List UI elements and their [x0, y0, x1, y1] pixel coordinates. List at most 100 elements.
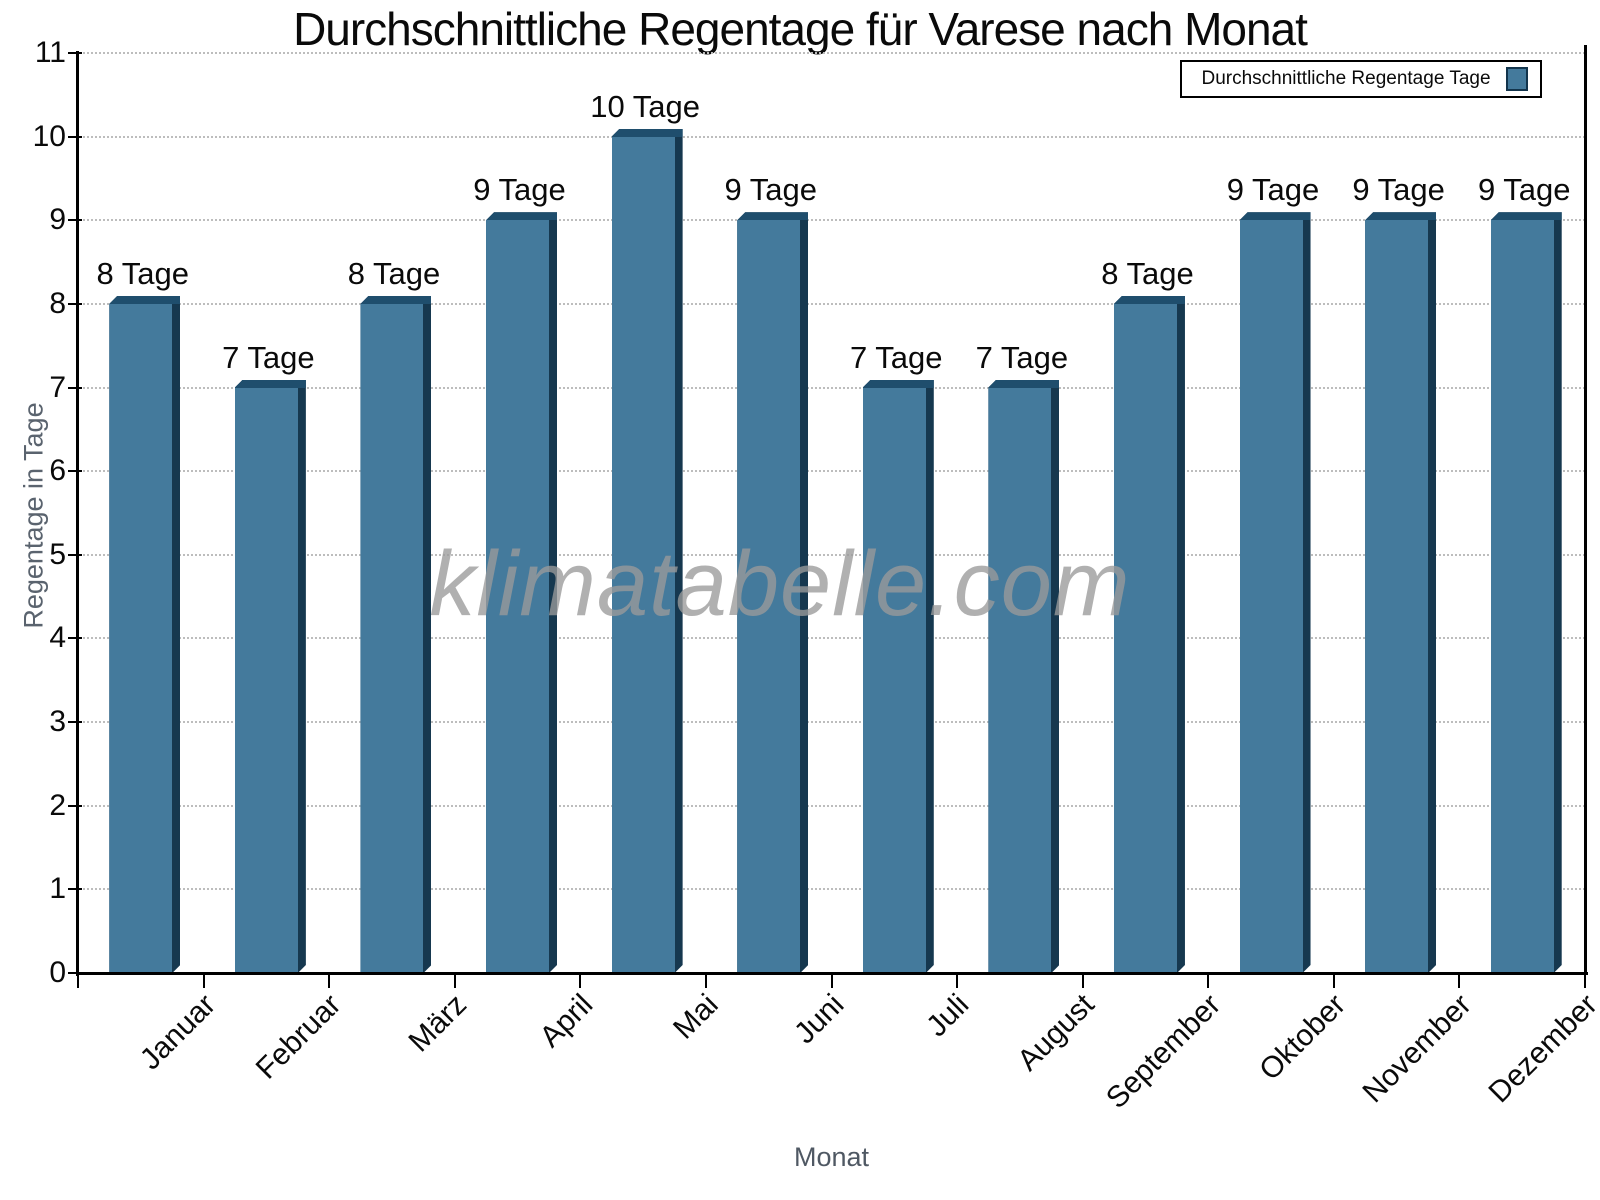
- bar-face: [109, 304, 172, 973]
- bar-value-label: 9 Tage: [1226, 172, 1320, 208]
- bar-top-bevel: [109, 296, 180, 304]
- x-tick-label: Februar: [250, 988, 348, 1086]
- bar-value-label: 9 Tage: [724, 172, 817, 208]
- legend-label: Durchschnittliche Regentage Tage: [1201, 68, 1491, 89]
- x-axis-tick: [77, 975, 79, 988]
- y-axis-line: [76, 51, 79, 976]
- bar-top-bevel: [1240, 212, 1311, 220]
- watermark: klimatabelle.com: [429, 533, 1131, 635]
- y-tick-label: 10: [32, 119, 66, 153]
- y-tick-label: 4: [49, 621, 66, 655]
- gridline: [78, 804, 1585, 807]
- bar-top-bevel: [737, 212, 808, 220]
- bar: [109, 296, 180, 973]
- bar: [360, 296, 431, 973]
- x-axis-tick: [704, 975, 707, 988]
- y-tick-label: 2: [49, 788, 66, 822]
- y-tick-label: 11: [34, 36, 66, 69]
- bar-value-label: 9 Tage: [1352, 172, 1445, 208]
- y-tick-label: 5: [49, 537, 66, 571]
- y-tick-label: 8: [49, 286, 66, 320]
- bar-value-label: 8 Tage: [96, 255, 190, 291]
- bar-top-bevel: [612, 129, 683, 137]
- gridline: [78, 721, 1585, 724]
- x-tick-label: August: [1011, 988, 1102, 1078]
- bar-value-label: 7 Tage: [222, 339, 315, 375]
- x-axis-tick: [202, 975, 205, 988]
- y-axis-tick: [68, 972, 82, 974]
- legend: Durchschnittliche Regentage Tage: [1180, 60, 1542, 98]
- chart-title: Durchschnittliche Regentage für Varese n…: [293, 3, 1308, 55]
- y-axis-tick: [68, 553, 82, 556]
- bar: [1365, 212, 1436, 973]
- bar-face: [612, 137, 675, 973]
- y-axis-tick: [68, 302, 82, 305]
- x-tick-label: Oktober: [1253, 988, 1353, 1087]
- x-axis-tick: [328, 975, 331, 988]
- bar-face: [737, 220, 800, 973]
- gridline: [78, 553, 1585, 556]
- bar: [988, 380, 1059, 973]
- x-axis-tick: [956, 975, 959, 988]
- bar-face: [1240, 220, 1303, 973]
- x-axis-tick: [579, 975, 582, 988]
- bar-top-bevel: [1114, 296, 1185, 304]
- x-axis-tick: [1081, 975, 1084, 988]
- x-axis-tick: [1584, 975, 1586, 988]
- x-tick-label: November: [1356, 988, 1478, 1110]
- y-axis-tick: [68, 135, 82, 138]
- x-axis-line: [76, 972, 1588, 975]
- bar-top-bevel: [1491, 212, 1562, 220]
- y-axis-tick: [68, 386, 82, 389]
- bar: [737, 212, 808, 973]
- gridline: [78, 219, 1585, 222]
- y-axis-tick: [68, 804, 82, 807]
- bar-face: [1365, 220, 1428, 973]
- gridline: [78, 52, 1585, 54]
- x-tick-label: April: [533, 988, 599, 1054]
- bar-value-label: 7 Tage: [975, 339, 1069, 375]
- x-tick-label: Dezember: [1482, 988, 1600, 1110]
- x-tick-label: September: [1099, 988, 1227, 1116]
- bar: [1114, 296, 1185, 973]
- gridline: [78, 470, 1585, 473]
- y-axis-tick: [68, 470, 82, 473]
- x-tick-label: Juli: [920, 988, 976, 1044]
- bar-value-label: 9 Tage: [473, 172, 566, 208]
- bar-face: [988, 388, 1051, 973]
- bar-value-label: 8 Tage: [347, 255, 441, 291]
- gridline: [78, 302, 1585, 305]
- y-tick-label: 0: [49, 956, 66, 989]
- bar-top-bevel: [235, 380, 306, 388]
- bar: [486, 212, 557, 973]
- y-tick-label: 7: [49, 370, 66, 404]
- plot-right-border: [1584, 45, 1587, 975]
- bar: [863, 380, 934, 973]
- bar-value-label: 8 Tage: [1101, 255, 1194, 291]
- gridline: [78, 888, 1585, 891]
- bar: [1491, 212, 1562, 973]
- bar-face: [1491, 220, 1554, 973]
- bar-face: [1114, 304, 1177, 973]
- y-tick-label: 1: [49, 872, 66, 906]
- legend-swatch: [1506, 67, 1528, 91]
- x-tick-label: Juni: [787, 988, 851, 1051]
- bar-value-label: 10 Tage: [590, 88, 700, 124]
- y-axis-tick: [68, 721, 82, 724]
- y-axis-tick: [68, 888, 82, 891]
- bar: [235, 380, 306, 973]
- bar: [1240, 212, 1311, 973]
- bar-top-bevel: [988, 380, 1059, 388]
- y-tick-label: 9: [49, 203, 66, 237]
- x-axis-tick: [1207, 975, 1210, 988]
- bar: [612, 129, 683, 973]
- bar-face: [235, 388, 298, 973]
- bar-face: [486, 220, 549, 973]
- gridline: [78, 637, 1585, 640]
- y-tick-label: 3: [49, 705, 66, 739]
- bar-top-bevel: [486, 212, 557, 220]
- x-axis-tick: [453, 975, 456, 988]
- x-axis-tick: [1458, 975, 1461, 988]
- x-axis-title: Monat: [793, 1142, 870, 1172]
